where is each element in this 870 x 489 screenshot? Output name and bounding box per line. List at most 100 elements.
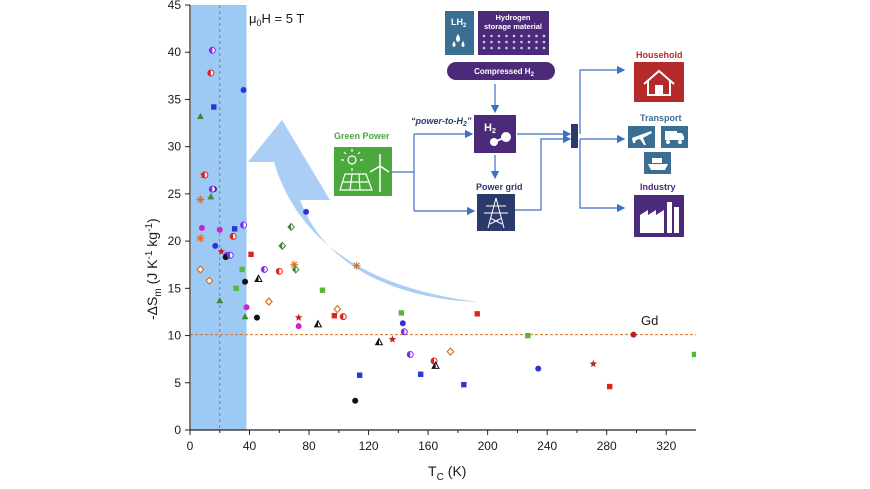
y-tick-label: 30 [168, 140, 182, 154]
power-grid-box [477, 194, 515, 231]
y-tick-label: 15 [168, 281, 182, 295]
svg-text:storage material: storage material [484, 22, 542, 31]
distribution-bar [571, 124, 578, 148]
y-tick-label: 20 [168, 234, 182, 248]
data-point [240, 87, 247, 93]
data-point [243, 304, 250, 311]
plane-icon [632, 131, 652, 145]
x-tick-label: 160 [418, 439, 438, 453]
data-point [207, 69, 215, 77]
svg-text:H2: H2 [484, 122, 496, 135]
ship-icon [648, 158, 668, 170]
data-point [196, 234, 205, 243]
data-point [461, 381, 467, 388]
data-point [233, 285, 239, 292]
compressed-h2-tank: Compressed H2 [447, 62, 555, 80]
svg-text:Green Power: Green Power [334, 131, 390, 141]
data-point [406, 350, 414, 358]
energy-diagram: Green Power [334, 11, 688, 237]
x-axis-label: TC (K) [428, 463, 466, 483]
x-tick-label: 280 [597, 439, 617, 453]
data-point [198, 224, 205, 231]
data-point [352, 261, 361, 270]
data-point [207, 193, 215, 200]
x-tick-label: 200 [478, 439, 498, 453]
data-point [431, 361, 440, 369]
data-point [525, 332, 531, 339]
data-point [606, 383, 613, 390]
data-point [226, 251, 234, 259]
pylon-icon [484, 197, 508, 229]
y-tick-label: 10 [168, 329, 182, 343]
x-tick-label: 40 [243, 439, 257, 453]
data-points [196, 46, 696, 404]
y-tick-label: 5 [174, 376, 181, 390]
transport-label: Transport [640, 113, 682, 123]
data-point [630, 331, 637, 338]
data-point [211, 104, 217, 110]
svg-text:Hydrogen: Hydrogen [495, 13, 530, 22]
data-point [291, 265, 300, 274]
axis-ticks: 0 40 80 120 160 200 240 280 320 0 5 10 15 20 25 30 35 40 4… [168, 0, 677, 453]
data-point [474, 311, 480, 317]
data-point [374, 337, 384, 346]
data-point [264, 297, 273, 306]
data-point [589, 359, 598, 368]
y-tick-label: 45 [168, 0, 182, 12]
wind-turbine-icon [369, 154, 390, 192]
green-power-box: Green Power [334, 131, 392, 196]
factory-icon [640, 202, 679, 233]
industry-box [634, 195, 684, 237]
data-point [229, 232, 237, 240]
transport-icons [628, 126, 688, 174]
data-point [295, 323, 302, 330]
data-point [303, 208, 310, 215]
data-point [275, 267, 283, 275]
svg-text:Compressed H2: Compressed H2 [474, 67, 534, 78]
data-point [242, 278, 249, 285]
data-point [253, 314, 260, 321]
data-point [260, 265, 268, 273]
data-point [196, 195, 205, 204]
data-point [294, 313, 303, 321]
highlight-band [191, 5, 247, 430]
industry-label: Industry [640, 182, 676, 192]
y-tick-label: 25 [168, 187, 182, 201]
data-point [208, 185, 216, 193]
truck-icon [665, 131, 684, 144]
data-point [417, 371, 424, 377]
data-point [691, 351, 696, 358]
x-tick-label: 0 [187, 439, 194, 453]
y-tick-label: 0 [174, 423, 181, 437]
data-point [231, 226, 238, 232]
data-point [216, 226, 223, 233]
x-tick-label: 240 [537, 439, 557, 453]
data-point [208, 46, 216, 54]
gd-label: Gd [641, 313, 658, 328]
data-point [205, 276, 214, 286]
data-point [278, 241, 287, 251]
svg-text:LH2: LH2 [451, 17, 467, 29]
data-point [331, 313, 338, 319]
data-point [398, 310, 405, 316]
data-point [217, 247, 226, 255]
lattice-icon [482, 34, 546, 50]
data-point [339, 313, 347, 321]
y-tick-label: 40 [168, 45, 182, 59]
data-point [388, 335, 397, 343]
power-to-h2-label: “power-to-H2” [411, 116, 472, 128]
storage-material-box: Hydrogen storage material [478, 11, 549, 55]
data-point [212, 242, 219, 249]
data-point [313, 319, 323, 328]
house-icon [643, 69, 675, 96]
solar-panel-icon [339, 149, 373, 191]
data-point [216, 297, 224, 304]
connector-lines [392, 65, 626, 216]
data-point [240, 221, 248, 229]
data-point [446, 347, 455, 357]
droplets-icon [452, 34, 465, 47]
data-point [352, 397, 359, 404]
data-point [535, 365, 542, 372]
data-point [356, 372, 363, 378]
molecule-icon [490, 132, 511, 146]
